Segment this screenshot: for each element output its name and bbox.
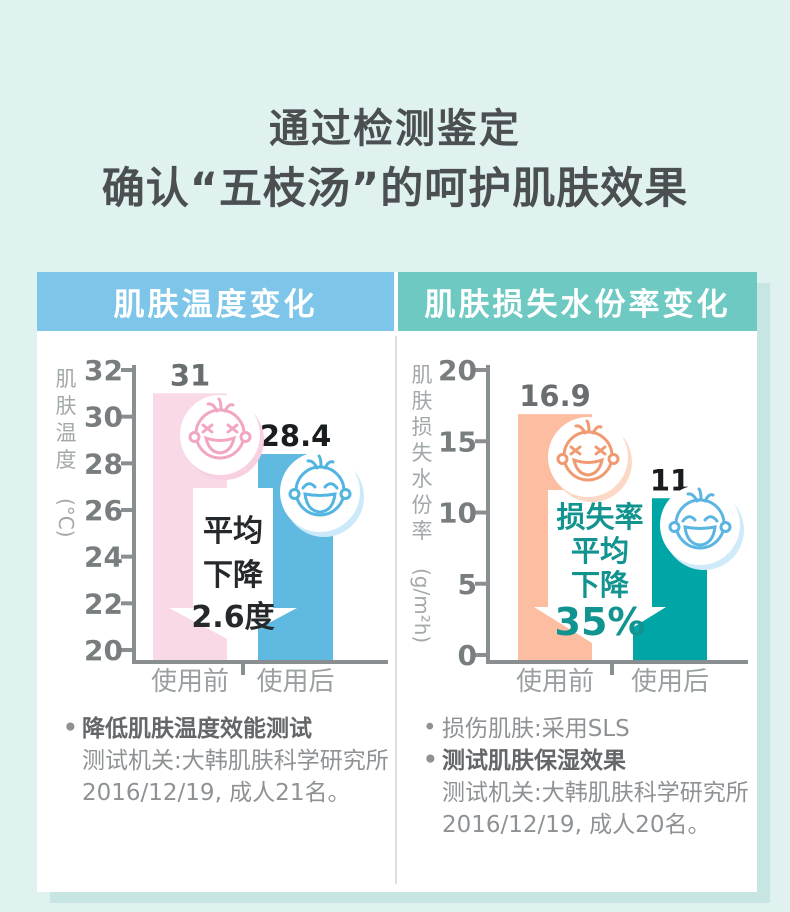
arrow-big-value: 35% — [555, 600, 646, 644]
y-tick-label: 20 — [84, 634, 123, 667]
y-tick-label: 32 — [84, 354, 123, 387]
y-tick-label: 28 — [84, 447, 123, 480]
y-tick-label: 30 — [84, 401, 123, 434]
decrease-arrow — [169, 488, 297, 642]
temperature-footnotes: • 降低肌肤温度效能测试测试机关:大韩肌肤科学研究所 2016/12/19, 成人2… — [57, 713, 392, 809]
page-title-line1: 通过检测鉴定 — [269, 106, 521, 152]
sad-baby-face-icon — [548, 417, 632, 502]
bar-value-label: 28.4 — [260, 419, 332, 453]
y-axis-unit: (°C) — [54, 498, 78, 538]
y-axis-title-char: 温 — [56, 421, 77, 445]
axes — [475, 365, 748, 675]
y-axis-title-char: 失 — [412, 441, 433, 465]
y-axis-title-char: 肌 — [412, 363, 433, 387]
panel-header-temperature: 肌肤温度变化 — [37, 272, 394, 331]
footnote-text: 2016/12/19, 成人21名。 — [82, 780, 351, 806]
y-tick-label: 20 — [438, 354, 477, 387]
footnote-line: 2016/12/19, 成人20名。 — [417, 809, 752, 841]
column-divider — [395, 336, 397, 884]
footnote-line: 2016/12/19, 成人21名。 — [57, 777, 392, 809]
y-axis-title-char: 损 — [412, 415, 433, 439]
y-tick-label: 5 — [458, 568, 477, 601]
bullet-icon: • — [423, 747, 438, 773]
footnote-text: 损伤肌肤:采用SLS — [442, 716, 630, 742]
y-axis-unit: (g/m²h) — [410, 568, 434, 643]
x-category-label: 使用后 — [631, 667, 709, 697]
bullet-icon: • — [423, 715, 437, 741]
footnote-text: 2016/12/19, 成人20名。 — [442, 812, 711, 838]
x-category-label: 使用前 — [516, 667, 594, 697]
axes — [121, 365, 388, 675]
page-title-line2: 确认“五枝汤”的呵护肌肤效果 — [101, 164, 689, 214]
y-tick-label: 24 — [84, 541, 123, 574]
footnote-text: 测试机关:大韩肌肤科学研究所 — [442, 780, 749, 806]
happy-baby-face-icon — [660, 485, 744, 570]
footnote-line: • 降低肌肤温度效能测试 — [57, 713, 392, 745]
bar-value-label: 16.9 — [519, 379, 591, 413]
footnote-line: 测试机关:大韩肌肤科学研究所 — [57, 745, 392, 777]
footnote-line: 测试机关:大韩肌肤科学研究所 — [417, 777, 752, 809]
y-axis-title-char: 肤 — [56, 394, 77, 418]
arrow-text-line: 下降 — [203, 558, 264, 593]
arrow-text-line: 下降 — [571, 568, 630, 602]
x-category-label: 使用前 — [151, 667, 229, 697]
panel-header-moisture: 肌肤损失水份率变化 — [398, 272, 757, 331]
footnote-line: • 测试肌肤保湿效果 — [417, 745, 752, 777]
arrow-text-line: 损失率 — [556, 500, 643, 534]
arrow-text-line: 2.6度 — [191, 600, 274, 635]
y-axis-title-char: 份 — [412, 493, 433, 517]
arrow-text-line: 平均 — [571, 534, 629, 568]
footnote-line: • 损伤肌肤:采用SLS — [417, 713, 752, 745]
y-tick-label: 26 — [84, 494, 123, 527]
sad-baby-face-icon — [180, 395, 264, 480]
y-tick-label: 15 — [438, 425, 477, 458]
y-axis-title-char: 水 — [412, 467, 433, 491]
y-axis-title-char: 肌 — [56, 367, 77, 391]
y-axis-title-char: 率 — [412, 519, 433, 543]
happy-baby-face-icon — [280, 452, 364, 537]
y-axis-title-char: 度 — [56, 448, 77, 472]
results-card: 肌肤温度变化 肌肤损失水份率变化 32 30 28 26 24 22 20 肌肤温度 (°C) 3… — [37, 272, 757, 892]
x-category-label: 使用后 — [256, 667, 334, 697]
y-tick-label: 22 — [84, 587, 123, 620]
bullet-icon: • — [63, 715, 78, 741]
bar-value-label: 31 — [170, 358, 210, 392]
y-axis-title-char: 肤 — [412, 389, 433, 413]
y-tick-label: 10 — [438, 497, 477, 530]
moisture-footnotes: • 损伤肌肤:采用SLS • 测试肌肤保湿效果 测试机关:大韩肌肤科学研究所 2016/1… — [417, 713, 752, 841]
y-tick-label: 0 — [458, 639, 477, 672]
footnote-text: 降低肌肤温度效能测试 — [82, 716, 312, 742]
arrow-text-line: 平均 — [203, 514, 263, 549]
footnote-text: 测试机关:大韩肌肤科学研究所 — [82, 748, 389, 774]
footnote-text: 测试肌肤保湿效果 — [442, 748, 626, 774]
page-title: 通过检测鉴定 确认“五枝汤”的呵护肌肤效果 — [0, 100, 790, 220]
decrease-arrow — [534, 490, 666, 648]
